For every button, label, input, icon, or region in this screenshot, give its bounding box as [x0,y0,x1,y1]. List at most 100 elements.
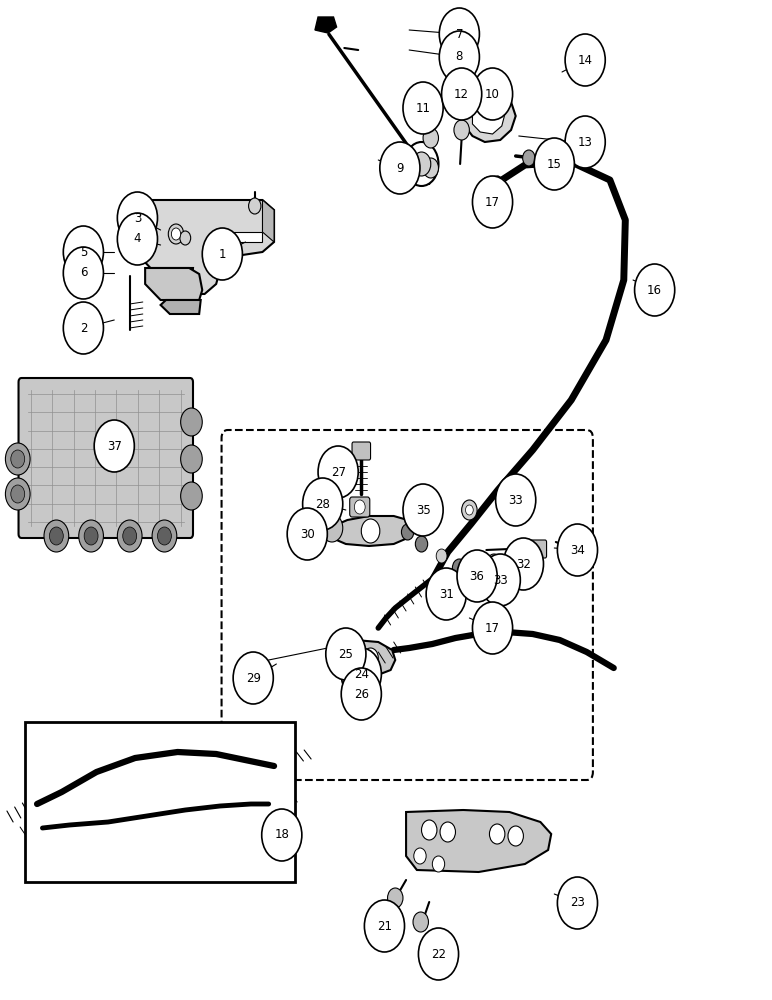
Text: 22: 22 [431,948,446,960]
Circle shape [152,520,177,552]
Text: 33: 33 [508,493,523,506]
Circle shape [454,120,469,140]
Circle shape [432,856,445,872]
Circle shape [462,500,477,520]
Circle shape [123,527,137,545]
Text: 36: 36 [469,570,485,582]
Circle shape [439,31,479,83]
Circle shape [44,520,69,552]
Circle shape [117,520,142,552]
Circle shape [5,478,30,510]
Text: 8: 8 [455,50,463,64]
Text: 31: 31 [438,587,454,600]
Circle shape [94,420,134,472]
Circle shape [49,527,63,545]
Circle shape [84,527,98,545]
Polygon shape [332,516,413,546]
Text: 16: 16 [647,284,662,296]
Circle shape [472,76,491,100]
Text: 18: 18 [274,828,290,842]
Text: 3: 3 [134,212,141,225]
Circle shape [496,474,536,526]
Circle shape [457,550,497,602]
Circle shape [63,302,103,354]
Circle shape [63,247,103,299]
Circle shape [423,158,438,178]
Circle shape [422,820,437,840]
Circle shape [117,192,157,244]
Circle shape [415,514,428,530]
Text: 1: 1 [218,247,226,260]
Circle shape [452,559,466,577]
Text: 12: 12 [454,88,469,101]
Circle shape [388,888,403,908]
Circle shape [534,138,574,190]
Text: 15: 15 [547,157,562,170]
Circle shape [318,446,358,498]
Circle shape [565,116,605,168]
Circle shape [361,519,380,543]
Circle shape [168,224,184,244]
Circle shape [472,176,513,228]
Text: 35: 35 [415,504,431,516]
Text: 26: 26 [354,688,369,700]
Circle shape [341,648,381,700]
Circle shape [287,508,327,560]
Polygon shape [262,200,274,242]
FancyBboxPatch shape [19,378,193,538]
Circle shape [180,231,191,245]
Circle shape [508,826,523,846]
Circle shape [635,264,675,316]
Circle shape [233,652,273,704]
Circle shape [11,485,25,503]
Text: 28: 28 [315,497,330,510]
Circle shape [341,668,381,720]
Circle shape [157,527,171,545]
Text: 10: 10 [485,88,500,101]
Text: 30: 30 [300,528,315,540]
Circle shape [571,60,590,84]
Circle shape [557,877,598,929]
Circle shape [321,514,343,542]
Text: 14: 14 [577,53,593,66]
Circle shape [557,524,598,576]
Circle shape [523,150,535,166]
Circle shape [181,408,202,436]
Polygon shape [462,80,516,142]
Circle shape [426,568,466,620]
Circle shape [480,554,520,606]
Circle shape [403,82,443,134]
Circle shape [440,822,455,842]
Text: 34: 34 [570,544,585,556]
Polygon shape [482,176,506,190]
Text: 25: 25 [338,648,354,660]
Polygon shape [315,17,337,33]
Circle shape [574,130,596,158]
Circle shape [11,450,25,468]
Circle shape [486,554,502,574]
Circle shape [364,900,405,952]
Polygon shape [406,810,551,872]
Text: 29: 29 [245,672,261,684]
Circle shape [171,228,181,240]
Text: 27: 27 [330,466,346,479]
Circle shape [380,142,420,194]
Circle shape [363,648,378,668]
Text: 32: 32 [516,558,531,570]
Polygon shape [145,268,202,300]
Text: 33: 33 [493,574,508,586]
FancyBboxPatch shape [530,540,547,558]
Circle shape [326,628,366,680]
Circle shape [436,549,447,563]
Circle shape [414,848,426,864]
Circle shape [5,443,30,475]
Circle shape [181,482,202,510]
Circle shape [466,505,473,515]
Circle shape [79,520,103,552]
Circle shape [412,152,431,176]
Circle shape [403,484,443,536]
Circle shape [354,500,365,514]
Circle shape [262,809,302,861]
Text: 7: 7 [455,27,463,40]
Text: 21: 21 [377,920,392,932]
